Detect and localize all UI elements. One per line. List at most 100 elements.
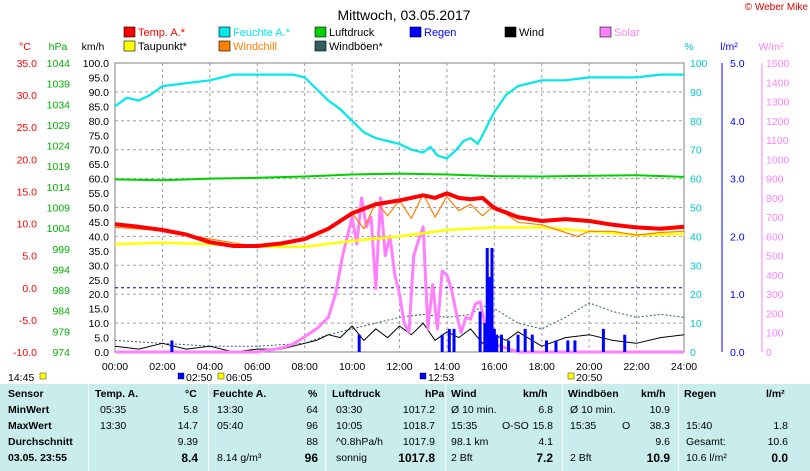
stats-cell-label: 03.05. 23:55 [8, 452, 67, 464]
stats-cell-hum-v: 96 [304, 451, 318, 465]
wind-tick-label: 100.0 [83, 58, 109, 70]
table-column-divider [208, 384, 209, 471]
wind-tick-label: 30.0 [89, 260, 110, 272]
stats-cell-temp-v: 14.7 [177, 420, 198, 432]
legend-label: Solar [614, 27, 640, 39]
rain-tick-label: 3.0 [730, 174, 745, 186]
stats-cell-hum-v: 96 [306, 420, 318, 432]
stats-cell-gust-t: 2 Bft [570, 452, 592, 464]
x-tick-label: 18:00 [529, 361, 555, 373]
legend-label: Wind [519, 27, 544, 39]
stats-cell-label: MinWert [8, 404, 50, 416]
stats-cell-temp-v: 9.39 [177, 436, 198, 448]
x-tick-label: 00:00 [102, 361, 128, 373]
marker-icon [217, 372, 225, 380]
stats-cell-wind-v: 6.8 [538, 404, 553, 416]
header-rain-unit: l/m² [766, 388, 785, 400]
legend-swatch [409, 26, 422, 38]
legend-swatch [504, 26, 517, 38]
solar-tick-label: 800 [766, 193, 784, 205]
hum-tick-label: 0 [690, 347, 696, 359]
x-tick-label: 22:00 [623, 361, 649, 373]
marker-icon [419, 372, 427, 380]
rain-bar [357, 334, 361, 352]
table-column-divider [88, 384, 89, 471]
stats-cell-temp-t: 05:35 [100, 404, 127, 416]
stats-cell-gust-t: Ø 10 min. [570, 404, 616, 416]
stats-cell-wind-t: Ø 10 min. [451, 404, 497, 416]
wind-tick-label: 90.0 [89, 87, 110, 99]
stats-cell-press-v: 1017.9 [402, 436, 435, 448]
header-temp: Temp. A. [95, 388, 139, 400]
header-temp-unit: °C [185, 388, 197, 400]
copyright-label: © Weber Mike [744, 2, 808, 13]
stats-cell-label: Durchschnitt [8, 436, 73, 448]
x-tick-label: 02:00 [149, 361, 175, 373]
press-tick-label: 974 [52, 347, 70, 359]
rain-bar [478, 311, 482, 352]
solar-tick-label: 1300 [766, 97, 790, 109]
stats-cell-rain-t: 15:40 [686, 420, 713, 432]
rain-bar [488, 276, 492, 352]
series-line [114, 73, 684, 160]
stats-cell-press-t: 10:05 [336, 420, 363, 432]
hum-tick-label: 40 [690, 231, 702, 243]
wind-tick-label: 5.0 [94, 333, 109, 345]
stats-cell-wind-t: 98.1 km [451, 436, 489, 448]
stats-cell-gust-v: 38.3 [649, 420, 670, 432]
temp-tick-label: -5.0 [19, 315, 37, 327]
temp-tick-label: 10.0 [17, 219, 38, 231]
header-press: Luftdruck [332, 388, 381, 400]
solar-tick-label: 1500 [766, 58, 790, 70]
rain-tick-label: 5.0 [730, 58, 745, 70]
hum-tick-label: 80 [690, 116, 702, 128]
series-line [115, 196, 684, 354]
solar-tick-label: 1100 [766, 135, 789, 147]
x-tick-label: 06:00 [244, 361, 270, 373]
stats-cell-gust-v: 9.6 [655, 436, 670, 448]
temp-tick-label: 15.0 [17, 186, 38, 198]
rain-bar [623, 334, 627, 352]
series-line [114, 191, 685, 248]
series-line [114, 172, 685, 182]
solar-tick-label: 900 [766, 174, 784, 186]
x-tick-label: 14:00 [434, 361, 460, 373]
table-column-divider [445, 384, 446, 471]
rain-bar [485, 247, 489, 352]
x-tick-label: 20:00 [576, 361, 602, 373]
wind-axis-label: km/h [82, 41, 105, 53]
rain-bar [554, 340, 558, 352]
stats-row: Durchschnitt 9.39 88 ^0.8hPa/h 1017.9 98.1 km… [0, 434, 810, 450]
marker-label: 02:50 [186, 372, 212, 384]
rain-bar [499, 334, 503, 352]
stats-cell-gust-t: 15:35 [570, 420, 597, 432]
rain-bar [440, 334, 444, 352]
press-tick-label: 984 [52, 306, 70, 318]
stats-row: MaxWert 13:30 14.7 05:40 96 10:05 1018.7 15:35 O… [0, 418, 810, 434]
solar-tick-label: 1400 [766, 77, 790, 89]
stats-cell-press-t: sonnig [336, 452, 367, 464]
press-tick-label: 999 [52, 244, 70, 256]
wind-tick-label: 45.0 [89, 217, 110, 229]
stats-cell-rain-v: 0.0 [771, 451, 788, 465]
rain-bar [507, 340, 511, 352]
solar-tick-label: 300 [766, 289, 784, 301]
wind-tick-label: 85.0 [89, 101, 110, 113]
marker-label: 12:53 [428, 372, 454, 384]
wind-tick-label: 25.0 [89, 275, 110, 287]
press-tick-label: 989 [52, 285, 70, 297]
legend-label: Windchill [233, 41, 277, 53]
rain-bar [601, 328, 605, 352]
stats-cell-rain-v: 1.8 [773, 420, 788, 432]
wind-tick-label: 75.0 [89, 130, 110, 142]
stats-cell-wind-t: 2 Bft [451, 452, 473, 464]
chart-title: Mittwoch, 03.05.2017 [337, 7, 470, 23]
press-tick-label: 1014 [47, 182, 71, 194]
stats-cell-gust-m: O [622, 420, 631, 432]
stats-cell-hum-t: 13:30 [217, 404, 244, 416]
stats-cell-hum-t: 8.14 g/m³ [217, 452, 262, 464]
header-wind: Wind [451, 388, 477, 400]
press-axis-label: hPa [49, 41, 68, 53]
header-gust: Windböen [568, 388, 619, 400]
wind-tick-label: 55.0 [89, 188, 110, 200]
